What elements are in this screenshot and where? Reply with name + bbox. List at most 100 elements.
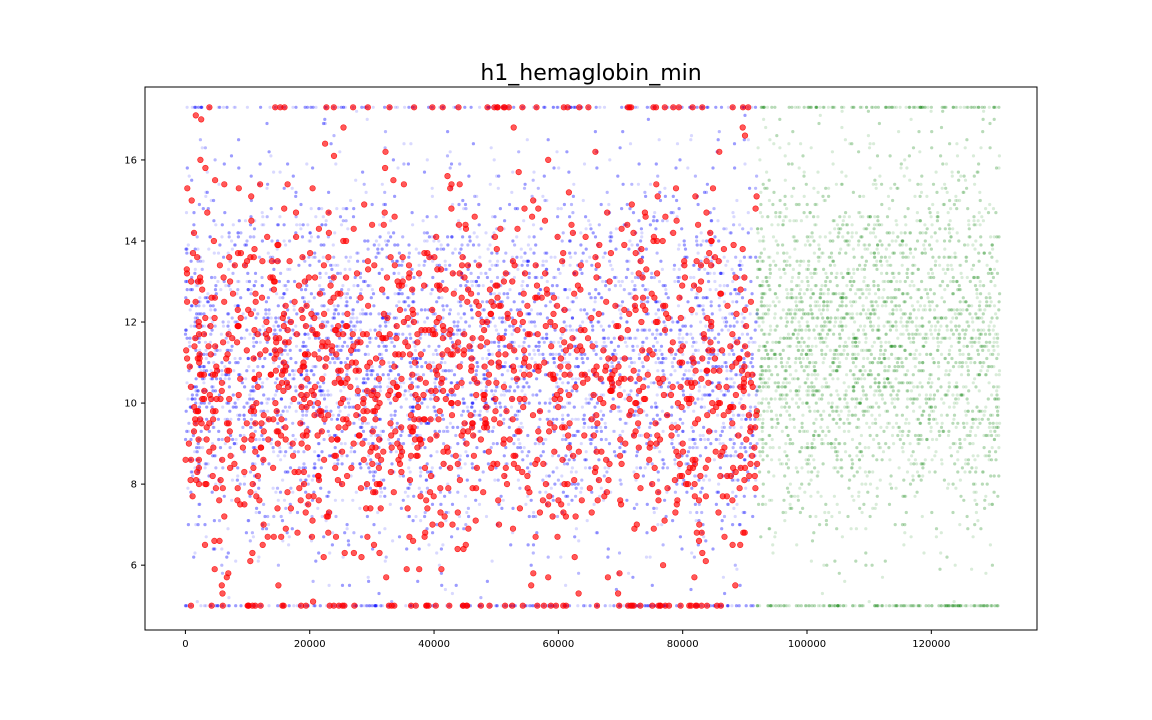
data-point bbox=[282, 284, 286, 288]
data-point bbox=[656, 356, 661, 361]
data-point bbox=[221, 324, 226, 328]
data-point bbox=[518, 442, 522, 446]
data-point bbox=[278, 296, 282, 300]
data-point bbox=[230, 498, 234, 502]
data-point bbox=[321, 215, 325, 219]
data-point bbox=[648, 182, 653, 186]
data-point bbox=[230, 478, 235, 482]
data-point bbox=[699, 231, 703, 235]
data-point bbox=[735, 373, 739, 377]
data-point bbox=[619, 304, 623, 308]
data-point bbox=[343, 442, 347, 446]
data-point bbox=[577, 539, 581, 543]
data-point bbox=[493, 478, 497, 482]
data-point bbox=[431, 352, 435, 356]
data-point bbox=[218, 348, 222, 352]
data-point bbox=[556, 105, 560, 109]
data-point bbox=[358, 417, 362, 421]
data-point bbox=[630, 361, 634, 365]
data-point bbox=[690, 425, 694, 429]
data-point bbox=[193, 267, 197, 271]
data-point bbox=[287, 442, 291, 446]
data-point bbox=[570, 300, 574, 304]
data-point bbox=[209, 308, 213, 312]
data-point bbox=[347, 336, 351, 340]
data-point bbox=[478, 409, 482, 413]
data-point bbox=[640, 361, 645, 365]
data-point bbox=[266, 523, 271, 527]
data-point bbox=[561, 413, 565, 417]
data-point bbox=[731, 413, 736, 417]
data-point bbox=[365, 393, 369, 397]
data-point bbox=[516, 413, 520, 417]
data-point bbox=[754, 478, 758, 482]
data-point bbox=[318, 275, 322, 280]
data-point bbox=[376, 510, 380, 515]
data-point bbox=[489, 146, 493, 150]
data-point bbox=[342, 385, 346, 389]
data-point bbox=[389, 369, 393, 373]
data-point bbox=[411, 300, 415, 304]
data-point bbox=[515, 235, 519, 239]
data-point bbox=[383, 559, 387, 563]
data-point bbox=[197, 502, 201, 506]
data-point bbox=[511, 170, 515, 174]
data-point bbox=[254, 490, 258, 494]
data-point bbox=[707, 344, 711, 348]
data-point bbox=[272, 324, 276, 328]
data-point bbox=[574, 527, 579, 531]
data-point bbox=[236, 474, 240, 478]
data-point bbox=[184, 211, 189, 215]
data-point bbox=[305, 369, 309, 373]
data-point bbox=[730, 417, 735, 421]
data-point bbox=[211, 320, 215, 324]
data-point bbox=[720, 425, 724, 429]
data-point bbox=[269, 442, 273, 446]
data-point bbox=[574, 296, 579, 300]
data-point bbox=[437, 385, 441, 389]
data-point bbox=[364, 421, 368, 425]
data-point bbox=[571, 328, 575, 332]
data-point bbox=[545, 198, 549, 203]
data-point bbox=[699, 369, 703, 373]
data-point bbox=[190, 105, 194, 109]
data-point bbox=[577, 377, 581, 381]
data-point bbox=[185, 105, 189, 109]
data-point bbox=[294, 344, 299, 348]
data-point bbox=[532, 170, 536, 174]
data-point bbox=[275, 292, 279, 296]
data-point bbox=[635, 466, 639, 470]
data-point bbox=[492, 231, 496, 235]
data-point bbox=[547, 417, 552, 421]
data-point bbox=[298, 223, 302, 227]
data-point bbox=[343, 267, 347, 271]
data-point bbox=[365, 117, 369, 121]
data-point bbox=[655, 393, 659, 397]
data-point bbox=[320, 514, 324, 519]
data-point bbox=[316, 506, 320, 510]
data-point bbox=[534, 344, 538, 348]
data-point bbox=[703, 267, 707, 271]
data-point bbox=[450, 591, 454, 596]
data-point bbox=[478, 255, 482, 259]
data-point bbox=[607, 288, 612, 292]
data-point bbox=[558, 271, 562, 275]
data-point bbox=[740, 417, 744, 421]
data-point bbox=[625, 393, 630, 397]
data-point bbox=[205, 170, 209, 174]
data-point bbox=[570, 377, 575, 381]
data-point bbox=[639, 433, 644, 438]
data-point bbox=[288, 510, 292, 515]
data-point bbox=[272, 450, 276, 454]
data-point bbox=[241, 312, 245, 316]
data-point bbox=[351, 316, 355, 320]
data-point bbox=[660, 523, 664, 527]
data-point bbox=[556, 207, 560, 211]
data-point bbox=[689, 275, 693, 280]
data-point bbox=[692, 275, 696, 280]
data-point bbox=[675, 142, 680, 146]
data-point bbox=[522, 219, 526, 223]
data-point bbox=[199, 604, 203, 608]
data-point bbox=[281, 478, 285, 482]
data-point bbox=[223, 377, 227, 381]
